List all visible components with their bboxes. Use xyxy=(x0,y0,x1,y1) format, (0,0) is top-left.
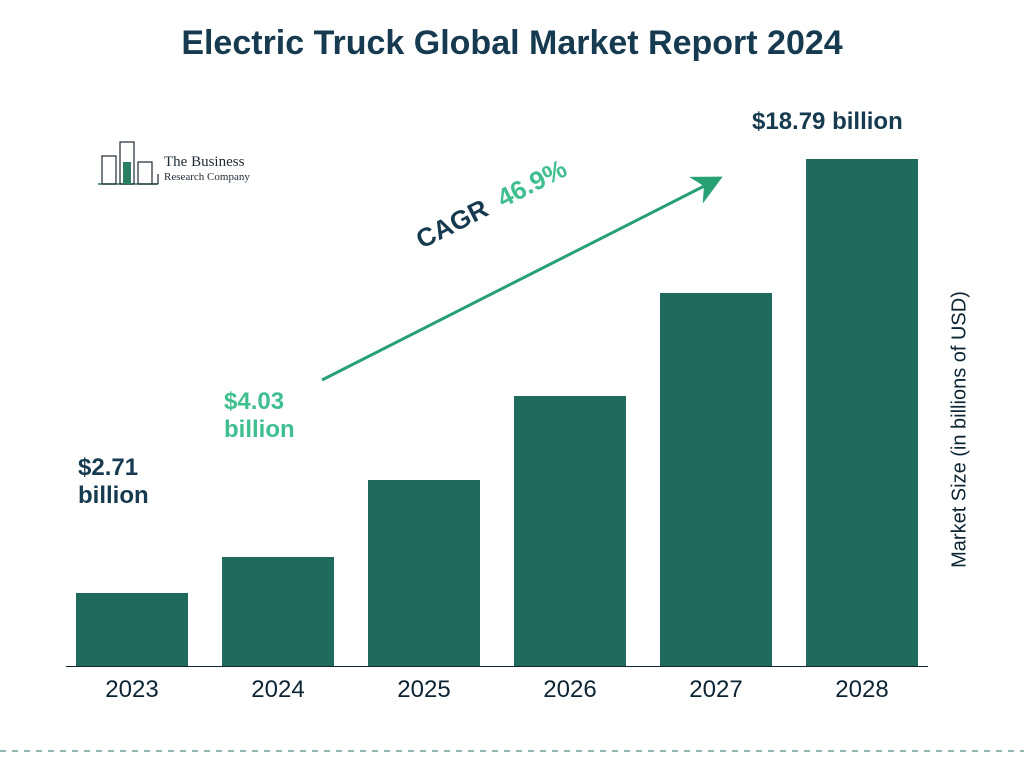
svg-text:Research Company: Research Company xyxy=(164,171,250,183)
brand-logo: The Business Research Company xyxy=(96,134,276,203)
bar-2025 xyxy=(368,480,480,666)
bar-2028 xyxy=(806,159,918,666)
value-label-1: $4.03billion xyxy=(224,388,295,443)
y-axis-label: Market Size (in billions of USD) xyxy=(949,280,972,580)
x-tick-label: 2026 xyxy=(514,676,626,704)
bar-2026 xyxy=(514,396,626,666)
svg-text:The Business: The Business xyxy=(164,154,245,170)
bar-2024 xyxy=(222,557,334,666)
x-tick-label: 2028 xyxy=(806,676,918,704)
bar-2027 xyxy=(660,293,772,666)
cagr-label: CAGR 46.9% xyxy=(411,153,572,255)
x-tick-label: 2025 xyxy=(368,676,480,704)
x-axis-line xyxy=(66,666,928,667)
chart-title: Electric Truck Global Market Report 2024 xyxy=(0,24,1024,63)
x-tick-label: 2024 xyxy=(222,676,334,704)
footer-divider xyxy=(0,750,1024,754)
chart-container: Electric Truck Global Market Report 2024… xyxy=(0,0,1024,768)
x-tick-label: 2023 xyxy=(76,676,188,704)
x-tick-label: 2027 xyxy=(660,676,772,704)
value-label-2: $18.79 billion xyxy=(752,108,903,136)
bar-2023 xyxy=(76,593,188,666)
value-label-0: $2.71billion xyxy=(78,454,149,509)
logo-icon: The Business Research Company xyxy=(96,134,276,198)
